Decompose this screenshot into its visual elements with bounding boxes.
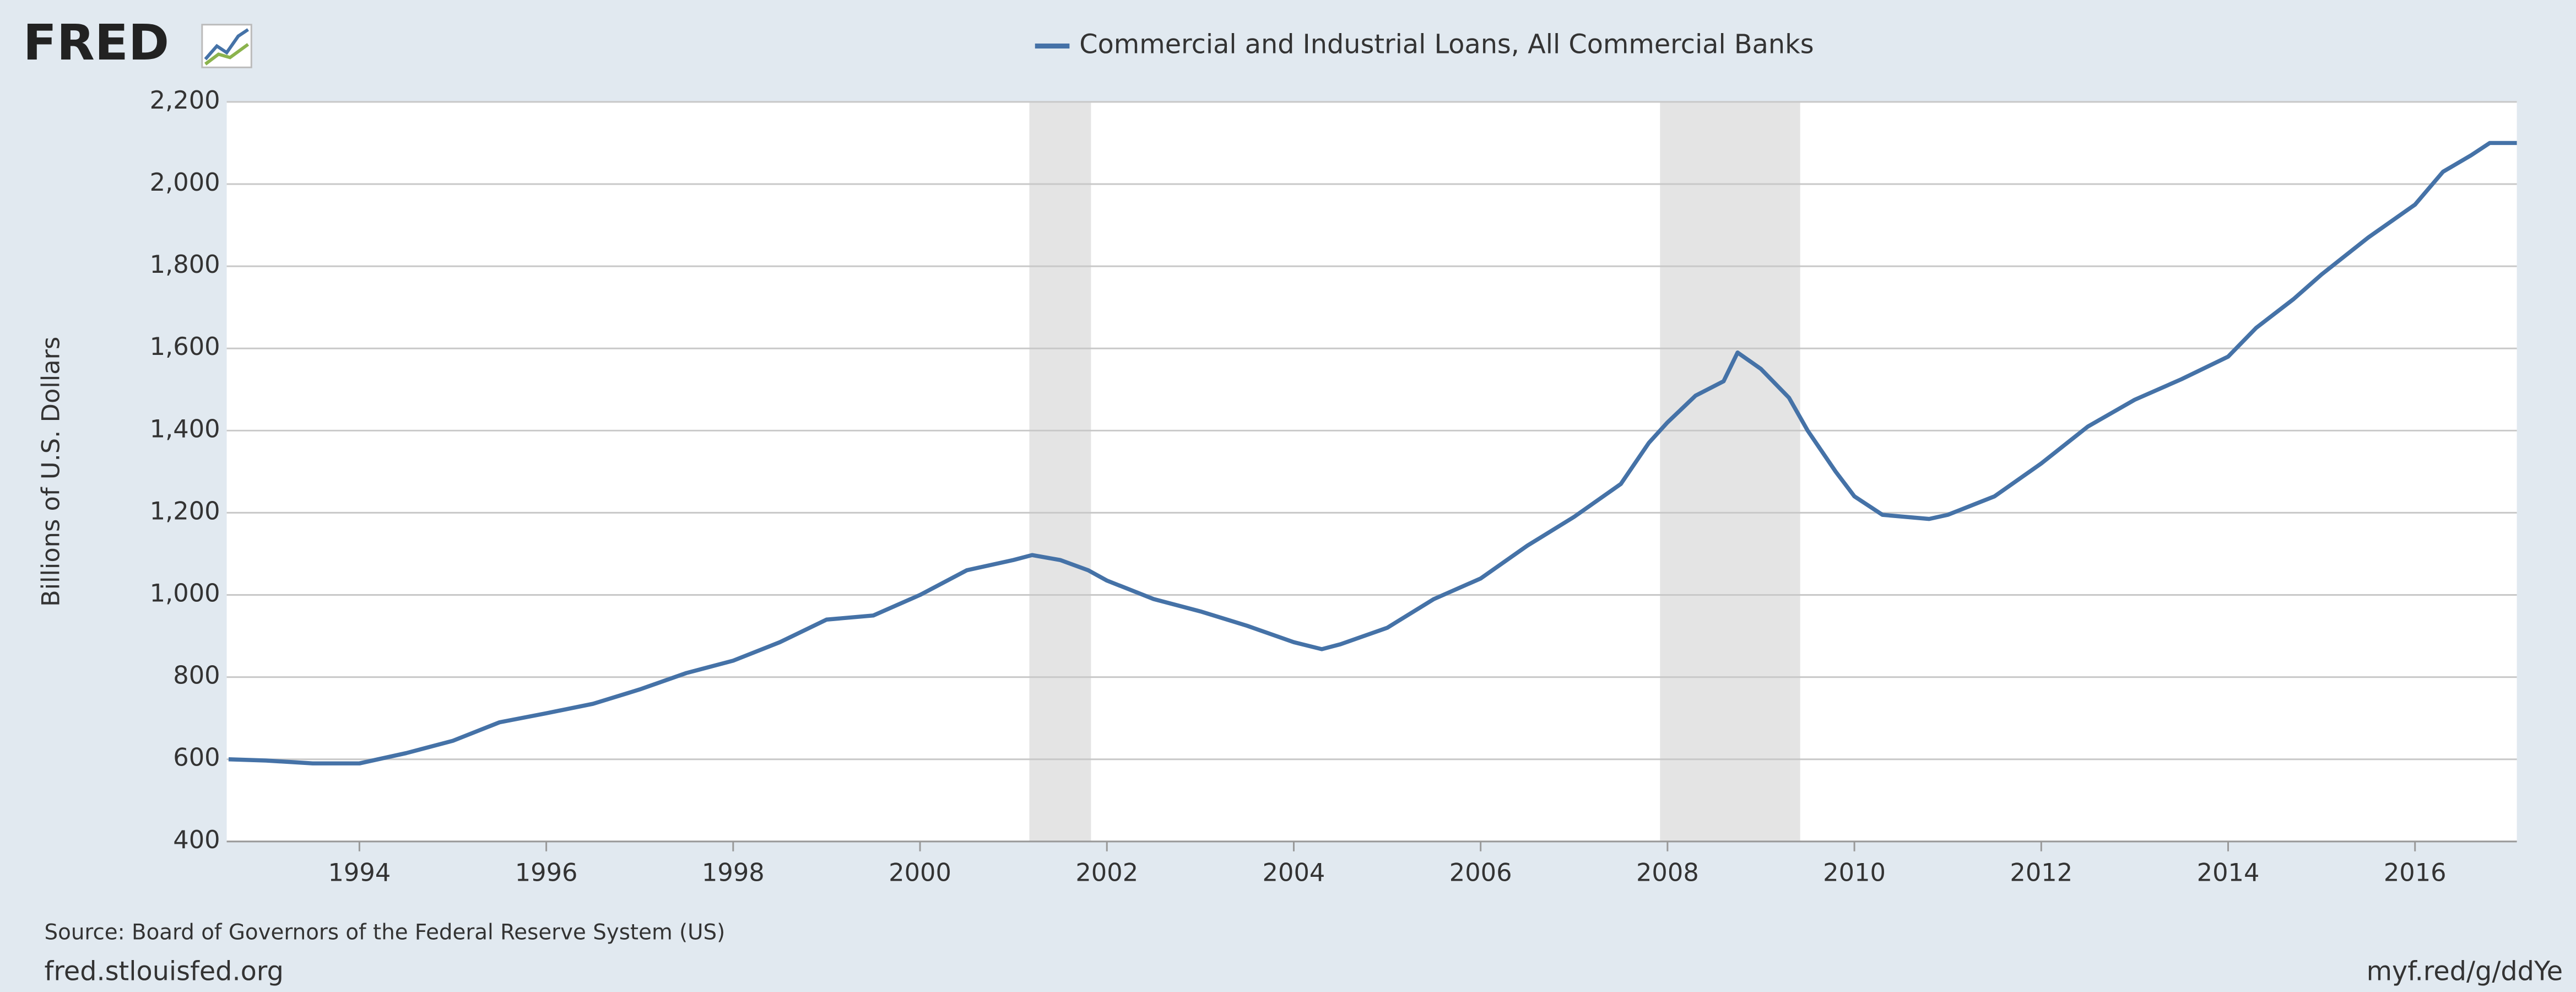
x-tick-label: 2004 (1263, 858, 1325, 887)
legend-label: Commercial and Industrial Loans, All Com… (1079, 29, 1814, 60)
y-tick-label: 1,000 (150, 579, 220, 608)
recession-shade (1660, 101, 1800, 842)
source: Source: Board of Governors of the Federa… (45, 920, 726, 945)
y-tick-label: 600 (173, 743, 220, 772)
y-tick-label: 1,200 (150, 496, 220, 525)
y-tick-label: 2,000 (150, 168, 220, 197)
recession-shade (1029, 101, 1091, 842)
link[interactable]: myf.red/g/ddYe (2367, 956, 2563, 986)
y-tick-label: 400 (173, 825, 220, 854)
x-tick-label: 2016 (2384, 858, 2447, 887)
x-tick-label: 2010 (1823, 858, 1886, 887)
logo-icon (201, 24, 252, 68)
data-line (228, 141, 2517, 765)
x-tick-label: 1994 (328, 858, 391, 887)
y-axis-title: Billions of U.S. Dollars (36, 337, 65, 607)
y-tick-label: 1,800 (150, 250, 220, 279)
plot-area (226, 101, 2517, 842)
x-tick-label: 2014 (2197, 858, 2260, 887)
x-tick-label: 2006 (1449, 858, 1512, 887)
y-tick-label: 1,400 (150, 414, 220, 443)
y-tick-label: 2,200 (150, 85, 220, 115)
logo: FRED (23, 14, 169, 72)
x-tick-label: 2012 (2010, 858, 2072, 887)
x-tick-label: 2002 (1075, 858, 1138, 887)
x-tick-label: 1996 (515, 858, 578, 887)
x-tick-label: 2000 (889, 858, 951, 887)
x-tick-label: 2008 (1636, 858, 1699, 887)
x-tick-label: 1998 (702, 858, 765, 887)
y-tick-label: 800 (173, 661, 220, 690)
y-tick-label: 1,600 (150, 332, 220, 361)
site: fred.stlouisfed.org (45, 956, 284, 986)
